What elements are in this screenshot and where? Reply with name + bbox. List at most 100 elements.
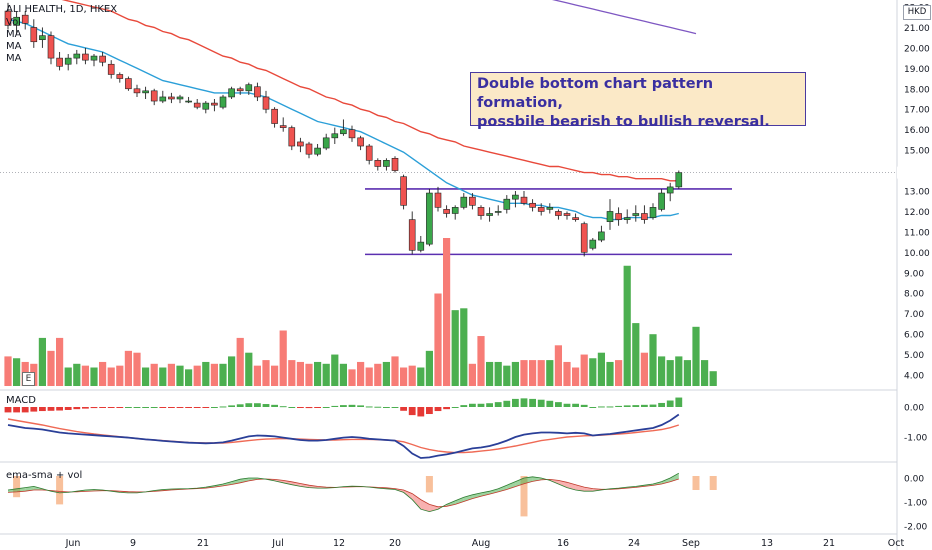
volume-bar xyxy=(245,352,253,386)
candle-body xyxy=(133,88,141,94)
price-tick-label: 11.00 xyxy=(904,228,930,238)
x-tick-label: 16 xyxy=(557,538,569,549)
candle-body xyxy=(434,192,442,208)
candle-body xyxy=(426,192,433,245)
volume-bar xyxy=(615,360,623,386)
ema-sma-slow-line xyxy=(7,478,679,508)
volume-bar xyxy=(210,363,218,386)
candle-body xyxy=(13,16,20,26)
volume-bar xyxy=(331,354,339,386)
candle-body xyxy=(73,53,81,59)
candle-body xyxy=(4,10,12,26)
candle-body xyxy=(417,241,425,251)
candle-body xyxy=(193,102,201,108)
volume-bar xyxy=(56,337,64,386)
x-tick-label: Sep xyxy=(682,538,700,549)
volume-bar xyxy=(563,361,571,386)
macd-histogram-bar xyxy=(64,407,72,410)
macd-histogram-bar xyxy=(262,404,270,407)
macd-histogram-bar xyxy=(391,407,399,408)
volume-bar xyxy=(658,356,666,386)
volume-bar xyxy=(640,352,648,386)
candle-body xyxy=(305,143,313,155)
volume-bar xyxy=(348,369,356,386)
x-tick-label: 13 xyxy=(761,538,773,549)
macd-histogram-bar xyxy=(460,405,468,407)
macd-histogram-bar xyxy=(185,407,192,408)
ema-sma-fast-line xyxy=(7,472,679,513)
ema-sma-title: ema-sma + vol xyxy=(6,470,83,481)
candle-body xyxy=(90,55,98,61)
macd-histogram-bar xyxy=(623,405,631,407)
volume-bar xyxy=(13,358,21,386)
macd-histogram-bar xyxy=(408,407,416,416)
volume-bar xyxy=(38,337,46,386)
volume-bar xyxy=(73,363,81,386)
ema-sma-fill xyxy=(8,488,17,493)
macd-histogram-bar xyxy=(658,402,665,407)
macd-histogram-bar xyxy=(641,404,648,407)
macd-histogram-bar xyxy=(99,407,106,408)
volume-bar xyxy=(666,360,674,386)
volume-bar xyxy=(589,358,597,386)
earnings-marker[interactable]: E xyxy=(22,372,35,386)
legend-ma-2: MA xyxy=(6,41,22,52)
x-tick-label: 21 xyxy=(197,538,209,549)
candle-body xyxy=(142,90,149,94)
macd-histogram-bar xyxy=(443,407,450,410)
macd-histogram-bar xyxy=(503,400,511,407)
price-tick-label: 9.00 xyxy=(904,269,924,279)
candlesticks xyxy=(4,2,683,257)
price-tick-label: 12.00 xyxy=(904,208,930,218)
candle-body xyxy=(64,57,72,65)
volume-bar xyxy=(357,361,365,386)
volume-spike-bar xyxy=(425,476,433,493)
volume-bar xyxy=(675,356,683,386)
macd-histogram-bar xyxy=(555,402,562,407)
x-tick-label: 21 xyxy=(823,538,835,549)
macd-histogram-bar xyxy=(142,407,149,408)
macd-histogram-bar xyxy=(125,407,132,408)
volume-bar xyxy=(236,337,244,386)
ema-sma-fill xyxy=(575,484,585,492)
volume-bar xyxy=(606,361,614,386)
volume-bar xyxy=(185,369,193,386)
annotation-box[interactable]: Double bottom chart pattern formation, p… xyxy=(470,72,806,130)
candle-body xyxy=(21,14,29,24)
macd-histogram-bar xyxy=(340,405,347,407)
ema-sma-fill xyxy=(670,473,679,482)
volume-bar xyxy=(451,310,459,386)
macd-histogram-bar xyxy=(348,404,356,407)
volume-bar xyxy=(572,367,580,386)
price-tick-label: 10.00 xyxy=(904,249,930,259)
x-tick-label: 9 xyxy=(130,538,136,549)
volume-bar xyxy=(417,367,425,386)
symbol-title: ALI HEALTH, 1D, HKEX xyxy=(6,4,118,15)
candle-body xyxy=(572,217,579,220)
candle-body xyxy=(297,141,304,147)
volume-bar xyxy=(124,350,132,386)
price-tick-label: 20.00 xyxy=(904,44,930,54)
x-tick-label: Aug xyxy=(472,538,491,549)
x-tick-label: Oct xyxy=(888,538,905,549)
macd-histogram-bar xyxy=(615,405,622,407)
ema-sma-fill xyxy=(489,488,499,495)
ma-long-line xyxy=(551,0,697,35)
price-tick-label: 17.00 xyxy=(904,106,930,116)
volume-bars xyxy=(4,238,717,386)
macd-histogram-bar xyxy=(39,407,46,412)
volume-bar xyxy=(116,365,124,386)
macd-histogram-bar xyxy=(107,407,115,408)
currency-badge[interactable]: HKD xyxy=(903,5,931,20)
volume-bar xyxy=(90,367,98,386)
macd-histogram-bar xyxy=(537,399,545,407)
price-tick-label: 21.00 xyxy=(904,24,930,34)
macd-histogram-bar xyxy=(236,404,244,407)
volume-bar xyxy=(477,336,485,386)
candle-body xyxy=(520,196,528,204)
volume-bar xyxy=(425,350,433,386)
volume-bar xyxy=(546,360,554,386)
volume-bar xyxy=(382,361,390,386)
macd-histogram-bar xyxy=(520,398,528,407)
